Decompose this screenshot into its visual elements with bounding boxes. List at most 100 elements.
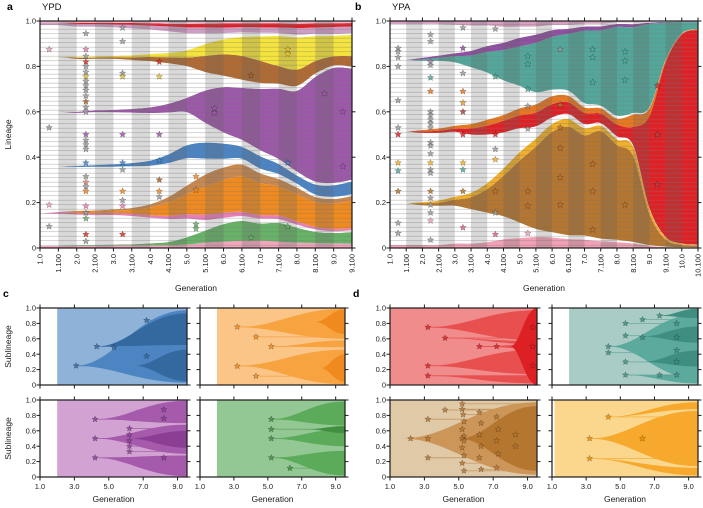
tick-label: 1.0 (26, 17, 36, 26)
star-marker (192, 172, 200, 180)
star-marker (286, 464, 294, 472)
sublineage-wedge (237, 308, 345, 339)
tick-label: 0.6 (26, 334, 36, 343)
star-marker (588, 225, 597, 234)
star-marker (588, 187, 597, 195)
tick-label: 7.100 (274, 254, 283, 273)
star-marker (82, 91, 90, 100)
tick-label: 0.4 (376, 442, 386, 451)
tick-label: 0.4 (26, 442, 36, 451)
sublineage-wedge (129, 430, 187, 448)
tick-label: 5.0 (104, 482, 114, 491)
tick-label: 7.100 (596, 254, 605, 273)
tick-label: 5.0 (615, 482, 625, 491)
tick-label: 7.0 (488, 482, 498, 491)
star-marker (283, 222, 292, 230)
star-marker (426, 216, 435, 225)
star-marker (426, 194, 435, 202)
star-marker (491, 72, 500, 80)
sublineage-stars (406, 400, 520, 474)
tick-label: 2.100 (91, 254, 100, 273)
star-marker (155, 156, 164, 164)
tick-label: 3.0 (229, 482, 239, 491)
star-marker (82, 172, 90, 180)
sublineage-wedge (510, 308, 537, 385)
tick-label: 10.100 (694, 254, 703, 277)
tick-label: 8.100 (311, 254, 320, 273)
star-marker (672, 371, 681, 379)
star-marker (82, 237, 90, 245)
star-marker (621, 47, 629, 55)
star-marker (82, 29, 90, 37)
sublineage-stars (424, 323, 537, 379)
star-marker (672, 346, 681, 354)
tick-label: 7.0 (649, 482, 659, 491)
star-marker (233, 362, 241, 370)
tick-label: 4.100 (499, 254, 508, 273)
tick-label: 0.4 (376, 153, 386, 162)
tick-label: 4.0 (483, 254, 492, 264)
star-marker (459, 87, 467, 95)
x-axis-label: Generation (92, 494, 134, 504)
star-marker (529, 323, 537, 331)
star-marker (267, 415, 275, 423)
star-marker (638, 434, 647, 442)
star-marker (394, 130, 402, 138)
star-marker (638, 333, 647, 341)
star-marker (441, 406, 449, 414)
star-marker (511, 442, 520, 450)
tick-label: 5.100 (532, 254, 541, 273)
star-marker (511, 430, 520, 438)
star-marker (82, 62, 90, 70)
tick-label: 3.0 (581, 482, 591, 491)
star-marker (460, 466, 468, 474)
star-marker (394, 47, 402, 55)
star-marker (155, 192, 164, 201)
star-marker (494, 450, 502, 458)
star-marker (477, 419, 485, 427)
star-marker (477, 465, 485, 473)
star-marker (82, 201, 90, 210)
star-marker (604, 348, 613, 356)
tick-label: 5.100 (201, 254, 210, 273)
star-marker (621, 331, 630, 339)
star-marker (491, 230, 500, 238)
star-marker (604, 413, 613, 421)
panel-c-grid: 0 0.2 0.4 0.6 0.8 1.0 Sublineage 0 0.2 0.4 0.6 0.8 1… (3, 304, 349, 504)
star-marker (118, 201, 127, 210)
star-marker (160, 405, 168, 413)
sublineage-wedge (134, 349, 187, 382)
tick-label: 1.100 (402, 254, 411, 273)
star-marker (556, 200, 565, 209)
star-marker (394, 96, 402, 104)
star-marker (588, 53, 597, 61)
sublineage-wedge (315, 309, 345, 335)
star-marker (45, 45, 54, 53)
tick-label: 7.0 (138, 482, 148, 491)
tick-label: 1.0 (385, 482, 395, 491)
sublineage-plot-teal (548, 304, 702, 389)
sublineage-plot-orange (196, 304, 349, 389)
star-marker (621, 200, 629, 209)
tick-label: 9.100 (661, 254, 670, 273)
tick-label: 3.0 (69, 482, 79, 491)
star-marker (653, 180, 662, 188)
star-marker (45, 222, 54, 230)
star-marker (72, 361, 80, 369)
panel-b-letter: b (355, 1, 362, 13)
tick-label: 1.0 (386, 254, 395, 264)
tick-label: 0.6 (376, 107, 386, 116)
star-marker (523, 60, 532, 68)
tick-label: 0 (382, 244, 386, 253)
star-marker (394, 123, 402, 131)
star-marker (233, 323, 241, 330)
star-marker (424, 453, 432, 461)
star-marker (406, 434, 415, 442)
star-marker (458, 459, 466, 467)
tick-label: 2.0 (72, 254, 81, 264)
tick-label: 9.0 (683, 482, 693, 491)
star-marker (394, 187, 402, 195)
sublineage-wedge (271, 401, 345, 426)
star-marker (426, 61, 435, 69)
star-marker (247, 71, 255, 79)
